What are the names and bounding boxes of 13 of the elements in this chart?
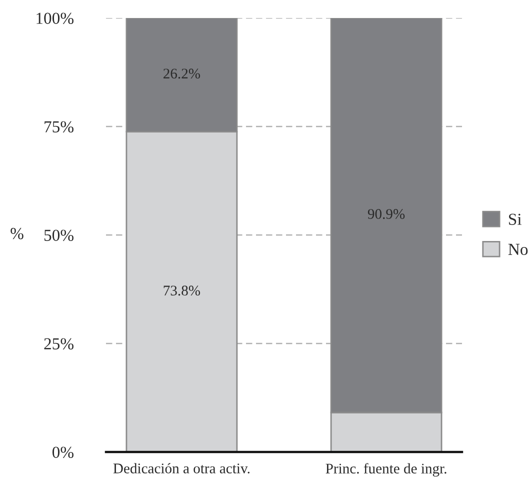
data-label: 26.2% [164, 68, 200, 79]
legend-label: Si [509, 214, 522, 225]
y-tick-label: 75% [44, 121, 74, 132]
y-tick-label: 25% [44, 338, 74, 350]
legend-label: No [508, 244, 528, 255]
data-label: 90.9% [368, 209, 405, 219]
x-tick-label: Dedicación a otra activ. [113, 463, 250, 474]
y-tick-label: 50% [44, 230, 74, 241]
y-tick-label: 0% [52, 446, 74, 458]
y-axis-title: % [10, 228, 24, 240]
y-tick-label: 100% [36, 12, 74, 24]
data-label: 73.8% [164, 286, 200, 296]
x-tick-label: Princ. fuente de ingr. [326, 463, 446, 477]
